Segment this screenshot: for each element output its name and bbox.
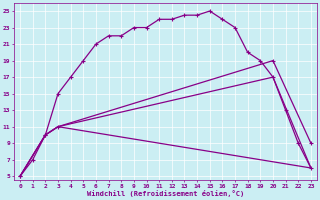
X-axis label: Windchill (Refroidissement éolien,°C): Windchill (Refroidissement éolien,°C) <box>87 190 244 197</box>
